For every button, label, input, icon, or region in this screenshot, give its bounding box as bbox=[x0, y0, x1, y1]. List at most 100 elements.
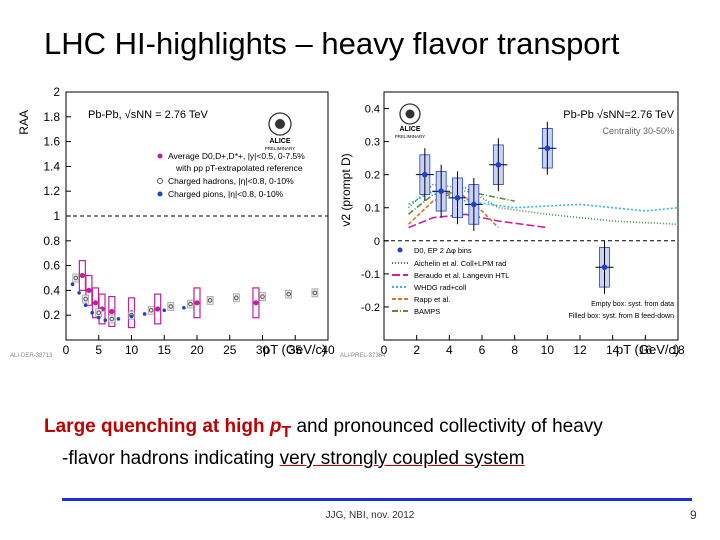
raa-x-tick-label: 15 bbox=[158, 343, 172, 357]
raa-legend: Average D0,D+,D*+, |y|<0.5, 0-7.5% with … bbox=[157, 151, 305, 199]
legend-entry-charged-pions: Charged pions, |η|<0.8, 0-10% bbox=[168, 189, 284, 199]
v2-plot-frame bbox=[383, 91, 679, 341]
raa-pion-point bbox=[83, 303, 88, 308]
v2-model-curve bbox=[407, 190, 515, 215]
v2-x-tick-label: 2 bbox=[413, 343, 420, 357]
raa-hadron-point bbox=[83, 296, 88, 302]
raa-d-meson-point bbox=[86, 287, 92, 293]
v2-y-tick-label: 0.1 bbox=[365, 203, 380, 215]
raa-hadron-point bbox=[148, 307, 154, 313]
caption-text: and pronounced collectivity of heavy bbox=[291, 416, 603, 437]
raa-x-tick-label: 5 bbox=[95, 343, 102, 357]
raa-x-label: pT (GeV/c) bbox=[263, 342, 326, 357]
v2-system-label: Pb-Pb √sNN=2.76 TeV bbox=[563, 109, 674, 121]
slide-title: LHC HI-highlights – heavy flavor transpo… bbox=[44, 26, 620, 61]
legend-entry-pp-ref: with pp pT-extrapolated reference bbox=[175, 163, 303, 173]
raa-pion-point bbox=[182, 305, 186, 310]
raa-hadron-point bbox=[207, 298, 213, 303]
raa-hadron-point bbox=[73, 275, 79, 281]
raa-hadron-point bbox=[109, 316, 115, 322]
raa-pion-point bbox=[162, 308, 167, 313]
raa-hadron-point bbox=[286, 291, 292, 297]
v2-legend: D0, EP 2 Δφ bins Aichelin et al. Coll+LP… bbox=[392, 246, 509, 316]
alice-logo-sub: PRELIMINARY bbox=[395, 134, 425, 139]
raa-figure-id: ALI-DER-38713 bbox=[10, 353, 53, 359]
v2-plot: -0.2 -0.1 0 0.1 0.2 0.3 0.4 0 2 4 6 8 10 12 14 16 18 v2… bbox=[339, 91, 685, 359]
raa-hadron-point bbox=[260, 294, 265, 299]
raa-d-meson-box bbox=[193, 287, 201, 319]
v2-x-tick-label: 8 bbox=[511, 343, 518, 357]
raa-d-meson-box bbox=[108, 296, 116, 327]
raa-y-tick-label: 0.4 bbox=[43, 283, 60, 297]
alice-logo-left: ALICE PRELIMINARY bbox=[265, 112, 295, 151]
legend-entry-d-mesons: Average D0,D+,D*+, |y|<0.5, 0-7.5% bbox=[168, 151, 305, 161]
v2-y-tick-label: 0 bbox=[374, 236, 380, 248]
raa-y-tick-label: 0.8 bbox=[43, 234, 60, 248]
v2-y-label: v2 (prompt D) bbox=[339, 153, 353, 226]
v2-data-point bbox=[601, 264, 608, 271]
v2-x-tick-label: 4 bbox=[446, 343, 453, 357]
raa-pion-point bbox=[96, 315, 101, 320]
raa-y-tick-label: 0.2 bbox=[43, 308, 60, 322]
v2-model-curve bbox=[407, 183, 679, 226]
v2-x-tick-label: 14 bbox=[606, 343, 620, 357]
raa-d-meson-point bbox=[194, 300, 200, 306]
raa-hadron-point bbox=[96, 310, 102, 316]
raa-system-label: Pb-Pb, √sNN = 2.76 TeV bbox=[88, 109, 209, 121]
raa-hadron-box bbox=[285, 289, 293, 299]
v2-data-point bbox=[544, 145, 551, 152]
raa-y-tick-label: 1.2 bbox=[43, 184, 60, 198]
v2-x-tick-label: 0 bbox=[381, 343, 388, 357]
raa-x-tick-label: 25 bbox=[223, 343, 237, 357]
raa-x-tick-label: 10 bbox=[125, 343, 139, 357]
v2-box-notes: Empty box: syst. from data Filled box: s… bbox=[569, 301, 675, 320]
v2-data-point bbox=[471, 201, 477, 208]
legend-entry-rapp: Rapp et al. bbox=[414, 295, 450, 304]
v2-x-tick-label: 18 bbox=[671, 343, 685, 357]
raa-pion-point bbox=[103, 318, 108, 322]
alice-logo-text: ALICE bbox=[400, 126, 421, 133]
raa-d-meson-box bbox=[252, 287, 260, 319]
legend-entry-charged-hadrons: Charged hadrons, |η|<0.8, 0-10% bbox=[168, 176, 294, 186]
v2-data-marks bbox=[415, 121, 614, 294]
raa-hadron-point bbox=[312, 290, 318, 296]
raa-data-marks bbox=[70, 260, 319, 329]
raa-x-tick-label: 0 bbox=[63, 343, 70, 357]
raa-hadron-box bbox=[108, 314, 116, 324]
alice-logo-sub: PRELIMINARY bbox=[265, 146, 295, 151]
raa-d-meson-point bbox=[79, 272, 85, 279]
legend-entry-whdg: WHDG rad+coll bbox=[414, 283, 467, 292]
raa-hadron-box bbox=[233, 293, 240, 303]
raa-hadron-box bbox=[82, 294, 89, 304]
v2-y-tick-label: -0.1 bbox=[361, 269, 380, 281]
raa-hadron-box bbox=[311, 288, 319, 298]
raa-pion-point bbox=[77, 291, 81, 295]
v2-y-tick-label: 0.2 bbox=[365, 170, 380, 182]
raa-hadron-box bbox=[167, 302, 175, 311]
raa-hadron-box bbox=[187, 299, 194, 309]
footer-text: JJG, NBI, nov. 2012 bbox=[325, 510, 415, 521]
v2-x-tick-label: 12 bbox=[573, 343, 587, 357]
legend-entry-d0: D0, EP 2 Δφ bins bbox=[414, 246, 472, 255]
v2-y-ticks: -0.2 -0.1 0 0.1 0.2 0.3 0.4 bbox=[361, 104, 389, 314]
v2-centrality-label: Centrality 30-50% bbox=[602, 126, 674, 136]
legend-marker-charged-hadrons bbox=[157, 178, 163, 184]
raa-pion-point bbox=[129, 314, 134, 319]
legend-marker-d0 bbox=[397, 247, 403, 253]
raa-d-meson-box bbox=[154, 293, 162, 325]
page-number: 9 bbox=[690, 508, 697, 522]
raa-y-tick-label: 1.6 bbox=[43, 135, 60, 149]
legend-marker-charged-pions bbox=[157, 191, 163, 197]
box-note-filled: Filled box: syst. from B feed-down bbox=[569, 313, 675, 320]
raa-d-meson-point bbox=[155, 306, 161, 312]
raa-y-tick-label: 1.8 bbox=[43, 110, 60, 124]
raa-y-tick-label: 2 bbox=[53, 85, 60, 99]
raa-d-meson-point bbox=[253, 300, 259, 306]
slide-caption: Large quenching at high pT and pronounce… bbox=[44, 414, 684, 472]
raa-plot: 0.2 0.4 0.6 0.8 1 1.2 1.4 1.6 1.8 2 0 5 10 15 20 25 30 3… bbox=[10, 85, 335, 359]
v2-x-ticks: 0 2 4 6 8 10 12 14 16 18 bbox=[381, 335, 685, 357]
caption-underlined: very strongly coupled system bbox=[279, 447, 525, 469]
raa-y-ticks: 0.2 0.4 0.6 0.8 1 1.2 1.4 1.6 1.8 2 bbox=[43, 85, 71, 322]
box-note-empty: Empty box: syst. from data bbox=[591, 301, 674, 308]
v2-data-point bbox=[422, 171, 428, 178]
